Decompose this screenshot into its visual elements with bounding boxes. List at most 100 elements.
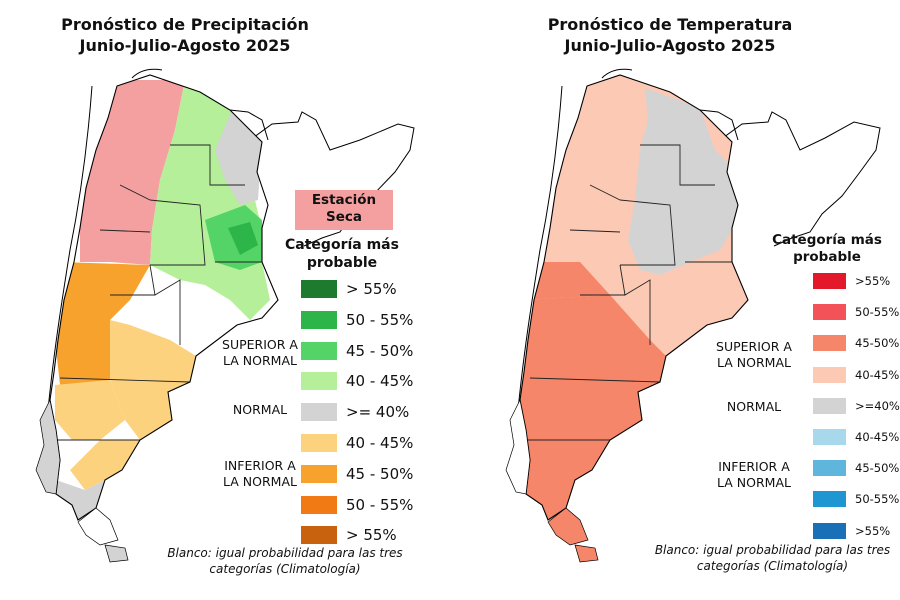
legend-swatch: [300, 309, 338, 330]
legend-swatch: [300, 279, 338, 299]
legend-swatch: [812, 428, 847, 446]
legend-label: 40-45%: [855, 430, 900, 444]
precipitation-group-below: INFERIOR A LA NORMAL: [218, 458, 302, 490]
legend-entry: 50-55%: [812, 490, 900, 510]
above-normal-50-55-region: [228, 222, 258, 255]
precipitation-note-line2: categorías (Climatología): [209, 562, 361, 576]
legend-swatch: [300, 340, 338, 361]
legend-swatch: [812, 521, 847, 540]
temperature-note: Blanco: igual probabilidad para las tres…: [650, 542, 895, 574]
legend-label: 50-55%: [855, 305, 900, 320]
legend-swatch: [812, 459, 847, 478]
legend-entry: 50-55%: [812, 303, 900, 323]
legend-entry: >55%: [812, 272, 900, 292]
legend-label: >=40%: [855, 398, 900, 413]
precipitation-legend-title: Categoría más probable: [282, 236, 402, 272]
neighbor-borders: [517, 68, 881, 411]
precipitation-group-normal: NORMAL: [218, 402, 302, 418]
normal-region-north-east: [215, 110, 262, 205]
temperature-note-line2: categorías (Climatología): [696, 559, 849, 573]
temperature-group-normal-text: NORMAL: [726, 399, 782, 414]
legend-entry: 45 - 50%: [300, 463, 440, 484]
precipitation-group-below-line1: INFERIOR A: [224, 458, 296, 473]
precipitation-group-normal-text: NORMAL: [232, 402, 288, 417]
dry-season-label: Estación Seca: [295, 190, 393, 230]
precipitation-note-line1: Blanco: igual probabilidad para las tres: [167, 546, 403, 560]
temperature-legend-title: Categoría más probable: [768, 232, 886, 266]
legend-label: > 55%: [346, 526, 397, 545]
legend-label: 50 - 55%: [346, 495, 414, 514]
legend-entry: 40 - 45%: [300, 433, 440, 453]
legend-entry: > 55%: [300, 525, 440, 546]
legend-swatch: [812, 490, 847, 509]
legend-swatch: [300, 402, 338, 423]
legend-swatch: [812, 334, 847, 353]
legend-label: 45-50%: [855, 461, 900, 476]
below-normal-45-50-region: [55, 262, 150, 385]
legend-label: >55%: [855, 523, 891, 538]
precipitation-group-below-line2: LA NORMAL: [223, 474, 297, 489]
temperature-note-line1: Blanco: igual probabilidad para las tres: [654, 543, 891, 557]
legend-entry: 50 - 55%: [300, 494, 440, 515]
province-borders: [525, 144, 732, 441]
legend-entry: 50 - 55%: [300, 309, 440, 330]
temperature-group-above: SUPERIOR A LA NORMAL: [712, 339, 796, 371]
temperature-map: [505, 68, 881, 563]
legend-swatch: [300, 463, 338, 484]
legend-swatch: [300, 525, 338, 546]
precipitation-legend-title-line2: probable: [306, 255, 378, 271]
legend-entry: 45-50%: [812, 334, 900, 354]
legend-label: 50-55%: [855, 492, 900, 507]
precipitation-legend-title-line1: Categoría más: [285, 237, 399, 253]
above-normal-45-50-region: [520, 295, 666, 520]
legend-entry: 45 - 50%: [300, 340, 440, 361]
legend-label: 40 - 45%: [346, 372, 414, 391]
dry-season-region: [80, 80, 185, 265]
legend-swatch: [300, 371, 338, 392]
legend-label: >= 40%: [346, 403, 410, 422]
precipitation-note: Blanco: igual probabilidad para las tres…: [150, 545, 420, 577]
legend-entry: > 55%: [300, 279, 440, 299]
temperature-group-below-line1: INFERIOR A: [718, 459, 790, 474]
precipitation-group-above-line1: SUPERIOR A: [222, 337, 298, 352]
precipitation-title-line1: Pronóstico de Precipitación: [61, 15, 309, 34]
legend-label: 45-50%: [855, 336, 900, 351]
argentina-outline: [519, 74, 749, 521]
legend-entry: 40-45%: [812, 365, 900, 386]
legend-swatch: [812, 365, 847, 384]
temperature-legend-title-line1: Categoría más: [772, 232, 882, 248]
legend-swatch: [812, 272, 847, 290]
legend-swatch: [300, 433, 338, 453]
temperature-group-above-line2: LA NORMAL: [717, 355, 791, 370]
legend-entry: 40 - 45%: [300, 371, 440, 392]
argentina-outline: [49, 74, 279, 521]
temperature-map-title: Pronóstico de Temperatura Junio-Julio-Ag…: [540, 14, 800, 56]
below-normal-40-45-region-mid: [55, 380, 125, 440]
legend-entry: >= 40%: [300, 402, 440, 423]
legend-entry: >=40%: [812, 396, 900, 417]
legend-label: >55%: [855, 274, 891, 288]
legend-label: 45 - 50%: [346, 464, 414, 483]
climatology-region-south: [58, 440, 100, 480]
temperature-group-below: INFERIOR A LA NORMAL: [712, 459, 796, 491]
chile-archipelago: [35, 398, 129, 563]
legend-entry: >55%: [812, 521, 900, 542]
legend-label: 40-45%: [855, 367, 900, 382]
temperature-forecast-panel: Pronóstico de Temperatura Junio-Julio-Ag…: [450, 0, 900, 600]
precipitation-forecast-panel: Pronóstico de Precipitación Junio-Julio-…: [35, 14, 440, 577]
precipitation-group-above-line2: LA NORMAL: [223, 353, 297, 368]
precipitation-title-line2: Junio-Julio-Agosto 2025: [79, 36, 291, 55]
dry-season-line1: Estación: [311, 192, 377, 208]
precipitation-map-title: Pronóstico de Precipitación Junio-Julio-…: [55, 14, 315, 56]
legend-label: 40 - 45%: [346, 434, 414, 452]
legend-swatch: [812, 396, 847, 415]
temperature-title-line2: Junio-Julio-Agosto 2025: [564, 36, 776, 55]
temperature-group-normal: NORMAL: [712, 399, 796, 415]
temperature-title-line1: Pronóstico de Temperatura: [547, 15, 793, 34]
legend-entry: 45-50%: [812, 459, 900, 479]
temperature-group-above-line1: SUPERIOR A: [716, 339, 792, 354]
province-borders: [55, 144, 262, 441]
legend-entry: 40-45%: [812, 428, 900, 448]
dry-season-line2: Seca: [326, 209, 362, 225]
temperature-legend-title-line2: probable: [793, 249, 861, 265]
